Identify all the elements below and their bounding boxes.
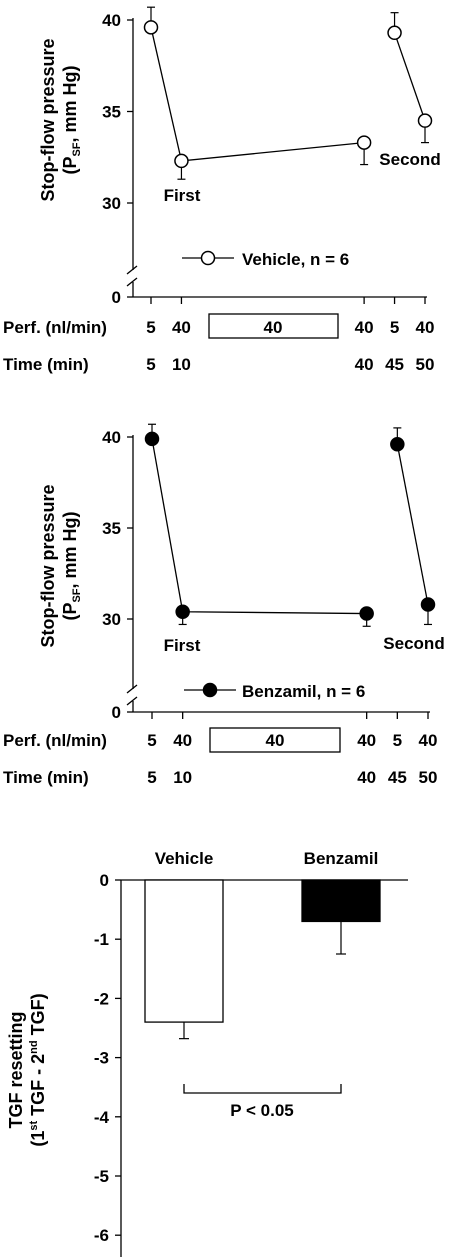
series-line xyxy=(150,27,365,162)
time-value: 10 xyxy=(172,355,191,374)
y-axis-label-line2: (PSF, mm Hg) xyxy=(60,511,83,620)
y-tick-label: 40 xyxy=(102,428,121,447)
perfusion-box-value: 40 xyxy=(266,731,285,750)
y-tick-label: 40 xyxy=(102,11,121,30)
time-label: Time (min) xyxy=(3,355,89,374)
plot-marks xyxy=(144,879,381,1040)
data-point xyxy=(143,20,159,35)
y-tick-label: -4 xyxy=(94,1108,110,1127)
y-tick-label: -2 xyxy=(94,989,109,1008)
axis-break-mark xyxy=(126,684,138,694)
perfusion-box-value: 40 xyxy=(264,318,283,337)
perfusion-box xyxy=(209,727,341,753)
y-tick-label: -6 xyxy=(94,1226,109,1245)
perfusion-value: 5 xyxy=(393,731,402,750)
perfusion-value: 5 xyxy=(147,731,156,750)
annotation-first: First xyxy=(164,636,201,655)
perfusion-values: 5 40 40 5 40 xyxy=(147,731,437,750)
perfusion-value: 5 xyxy=(146,318,155,337)
perfusion-value: 40 xyxy=(172,318,191,337)
legend-label: Benzamil, n = 6 xyxy=(242,682,365,701)
series-line xyxy=(393,32,426,121)
y-tick-label: 35 xyxy=(102,519,121,538)
category-labels: Vehicle Benzamil xyxy=(155,849,379,868)
legend-label: Vehicle, n = 6 xyxy=(242,250,349,269)
perfusion-value: 40 xyxy=(419,731,438,750)
time-value: 5 xyxy=(146,355,155,374)
data-point xyxy=(144,431,160,447)
perfusion-value: 40 xyxy=(416,318,435,337)
annotation-second: Second xyxy=(379,150,440,169)
time-label: Time (min) xyxy=(3,768,89,787)
legend: Benzamil, n = 6 xyxy=(184,682,365,701)
data-point xyxy=(417,113,433,128)
annotation-second: Second xyxy=(383,634,444,653)
plot-marks xyxy=(144,423,436,627)
data-point xyxy=(387,25,402,41)
significance-label: P < 0.05 xyxy=(230,1101,294,1120)
bar xyxy=(144,879,224,1023)
tgf-resetting-bar-chart: TGF resetting (1st TGF - 2nd TGF) 0 -1 -2 -… xyxy=(6,849,408,1257)
category-label: Vehicle xyxy=(155,849,214,868)
y-axis: 0 -1 -2 -3 -4 -5 -6 xyxy=(94,871,408,1257)
time-value: 10 xyxy=(173,768,192,787)
series-line xyxy=(396,444,429,605)
time-value: 5 xyxy=(147,768,156,787)
time-value: 40 xyxy=(355,355,374,374)
y-axis-label-line2: (1st TGF - 2nd TGF) xyxy=(28,993,48,1146)
perfusion-label: Perf. (nl/min) xyxy=(3,731,107,750)
data-point xyxy=(175,604,190,619)
legend-marker xyxy=(200,250,216,266)
data-point xyxy=(359,606,374,621)
perfusion-value: 40 xyxy=(173,731,192,750)
time-values: 5 10 40 45 50 xyxy=(146,355,434,374)
axis-break-mark xyxy=(126,265,138,275)
time-value: 50 xyxy=(416,355,435,374)
time-value: 50 xyxy=(419,768,438,787)
bar xyxy=(301,879,381,923)
legend: Vehicle, n = 6 xyxy=(182,250,349,269)
perfusion-values: 5 40 40 5 40 xyxy=(146,318,434,337)
y-tick-label: -5 xyxy=(94,1167,109,1186)
y-tick-label: 0 xyxy=(112,703,121,722)
y-axis-label-line1: TGF resetting xyxy=(6,1011,26,1128)
perfusion-value: 40 xyxy=(357,731,376,750)
y-axis: 30 35 40 0 xyxy=(102,11,427,307)
vehicle-stop-flow-chart: Stop-flow pressure (PSF, mm Hg) 3035400 … xyxy=(3,6,441,374)
y-tick-label: -1 xyxy=(94,930,109,949)
y-axis-label-line1: Stop-flow pressure xyxy=(38,38,58,201)
y-axis-label-line2: (PSF, mm Hg) xyxy=(60,65,83,174)
y-tick-label: 30 xyxy=(102,610,121,629)
y-axis-label-line1: Stop-flow pressure xyxy=(38,484,58,647)
perfusion-value: 40 xyxy=(355,318,374,337)
perfusion-box xyxy=(208,313,339,339)
category-label: Benzamil xyxy=(304,849,379,868)
time-values: 5 10 40 45 50 xyxy=(147,768,437,787)
y-tick-label: -3 xyxy=(94,1049,109,1068)
perfusion-label: Perf. (nl/min) xyxy=(3,318,107,337)
y-tick-label: 0 xyxy=(100,871,109,890)
perfusion-value: 5 xyxy=(390,318,399,337)
data-point xyxy=(390,437,405,452)
time-value: 45 xyxy=(388,768,407,787)
benzamil-stop-flow-chart: Stop-flow pressure (PSF, mm Hg) 3035400 … xyxy=(3,423,445,787)
data-point xyxy=(356,135,372,150)
axis-break-mark xyxy=(126,277,138,287)
y-tick-label: 30 xyxy=(102,194,121,213)
legend-marker xyxy=(202,682,218,698)
data-point xyxy=(420,597,436,612)
y-tick-label: 35 xyxy=(102,103,121,122)
series-line xyxy=(151,438,367,615)
y-axis: 30 35 40 0 xyxy=(102,428,430,722)
annotation-first: First xyxy=(164,186,201,205)
time-value: 45 xyxy=(385,355,404,374)
significance-bracket xyxy=(183,1084,342,1094)
axis-break-mark xyxy=(126,696,138,706)
data-point xyxy=(174,153,189,169)
plot-marks xyxy=(143,6,433,180)
time-value: 40 xyxy=(357,768,376,787)
y-tick-label: 0 xyxy=(112,288,121,307)
